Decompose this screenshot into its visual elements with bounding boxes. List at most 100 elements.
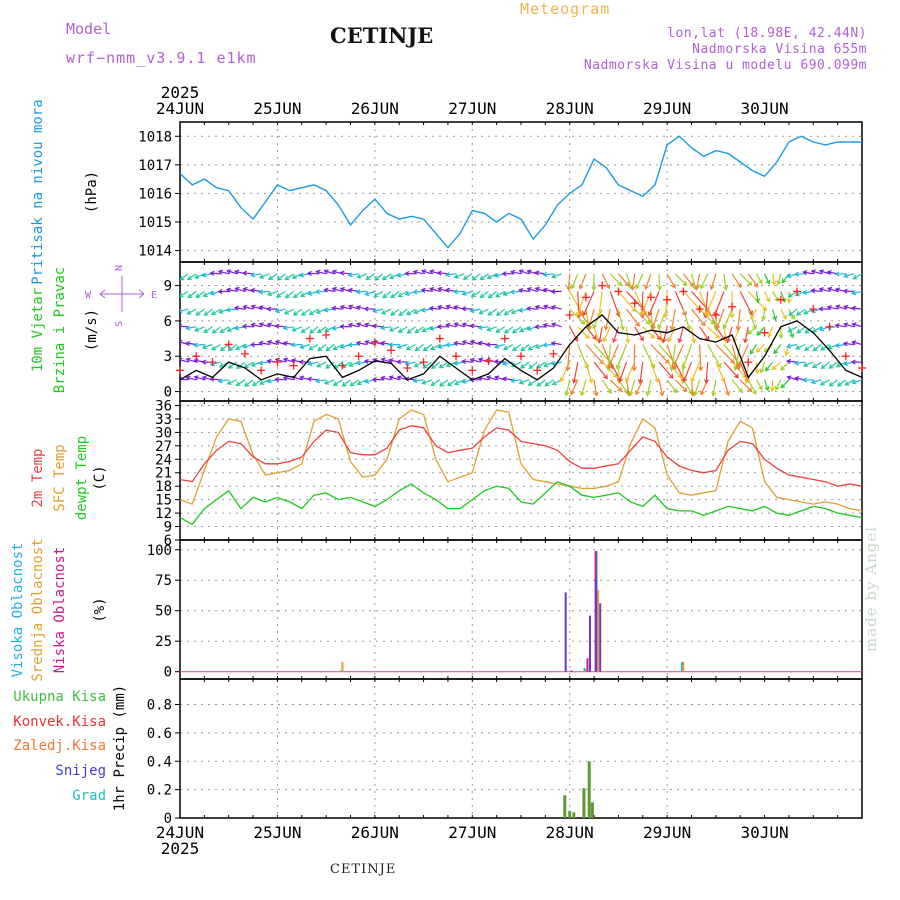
y-tick-label: 50 [155,604,172,620]
wind-arrow-head [669,325,675,331]
wind-arrow-head [657,324,663,330]
wind-arrow-head [686,325,691,331]
wind-arrow [285,290,295,298]
wind-arrow [601,379,612,394]
wind-arrow [582,291,595,316]
wind-arrow [275,308,286,313]
gust-marker [452,352,461,361]
wind-arrow-head [171,341,175,345]
wind-arrow [512,344,522,351]
gust-marker [289,361,298,370]
wind-arrow-head [536,381,542,387]
wind-arrow-head [771,280,777,286]
wind-arrow-head [639,336,644,342]
wind-arrow [454,361,465,365]
wind-arrow-head [203,328,209,334]
wind-arrow [780,361,790,371]
wind-arrow-head [630,285,636,291]
wind-arrow [760,361,766,373]
wind-arrow-head [185,325,191,331]
wind-arrow-head [843,273,849,279]
wind-arrow [710,273,717,290]
wind-arrow [678,326,684,343]
wind-arrow-head [612,337,617,344]
wind-arrow-head [771,365,777,371]
gust-marker [354,352,363,361]
wind-arrow-head [234,269,240,275]
wind-arrow-head [486,274,492,280]
wind-arrow-head [518,379,524,385]
precip-legend-item: Zaledj.Kisa [13,738,106,754]
wind-arrow-head [677,338,683,344]
wind-arrow [642,344,655,369]
wind-arrow-head [694,285,700,291]
wind-arrow [259,379,270,385]
wind-arrow-head [769,387,775,392]
wind-arrow [340,287,351,292]
wind-arrow-head [258,340,264,346]
wind-arrow-head [550,304,556,310]
wind-arrow-head [315,309,321,314]
wind-arrow-head [469,377,475,383]
wind-arrow [399,308,408,316]
wind-arrow [764,273,770,284]
wind-arrow [712,379,717,396]
wind-arrow [228,344,238,351]
model-height: Nadmorska Visina u modelu 690.099m [583,58,867,73]
gust-marker [630,299,639,308]
wind-arrow-head [713,311,719,317]
wind-arrow [667,326,676,342]
wind-arrow [494,343,505,348]
wind-arrow [413,379,424,382]
wind-arrow-head [325,346,331,352]
gust-marker [581,293,590,302]
wind-arrow-head [306,376,312,382]
year-label-bottom: 2025 [161,839,200,858]
panel-wind: 0 3 6 9 [164,261,866,402]
wind-arrow [462,360,473,363]
wind-arrow-head [347,342,353,348]
wind-arrow-head [759,368,765,374]
gust-marker [240,349,249,358]
wind-arrow-head [663,313,669,319]
wind-arrow [398,326,408,333]
wind-arrow-head [682,281,688,287]
wind-arrow [366,273,376,280]
wind-arrow-head [495,292,501,298]
wind-arrow-head [461,322,467,328]
wind-arrow [431,361,441,369]
wind-arrow-head [682,387,688,392]
wind-arrow-head [211,310,217,316]
wind-arrow [317,344,327,351]
wind-arrow-head [453,340,459,346]
wind-arrow [633,344,636,371]
wind-arrow-head [605,284,611,290]
wind-arrow-head [333,364,339,370]
wind-arrow [350,379,359,387]
wind-arrow-head [309,328,315,334]
wind-arrow-head [528,364,534,370]
wind-arrow-head [810,379,816,385]
wind-arrow-head [307,361,313,367]
wind-arrow-head [527,345,533,351]
wind-arrow [780,379,790,389]
lon-lat-info: lon,lat (18.98E, 42.44N) [667,26,867,41]
wind-arrow [423,344,433,351]
wind-arrow [180,308,189,312]
wind-arrow [852,379,862,384]
wind-arrow-head [298,272,305,278]
wind-arrow-head [787,328,793,333]
wind-arrow [381,308,392,315]
wind-arrow-head [501,360,508,366]
wind-arrow [186,326,197,330]
wind-arrow [609,291,620,317]
wind-arrow-head [826,270,832,276]
wind-arrow [690,326,695,343]
wind-arrow-head [812,346,818,352]
wind-arrow-head [217,378,223,384]
wind-arrow-head [602,337,608,343]
wind-arrow [340,305,351,310]
wind-arrow [852,290,862,295]
wind-arrow-head [640,311,645,317]
panel-cloud: 0 25 50 75 100 [147,539,863,681]
